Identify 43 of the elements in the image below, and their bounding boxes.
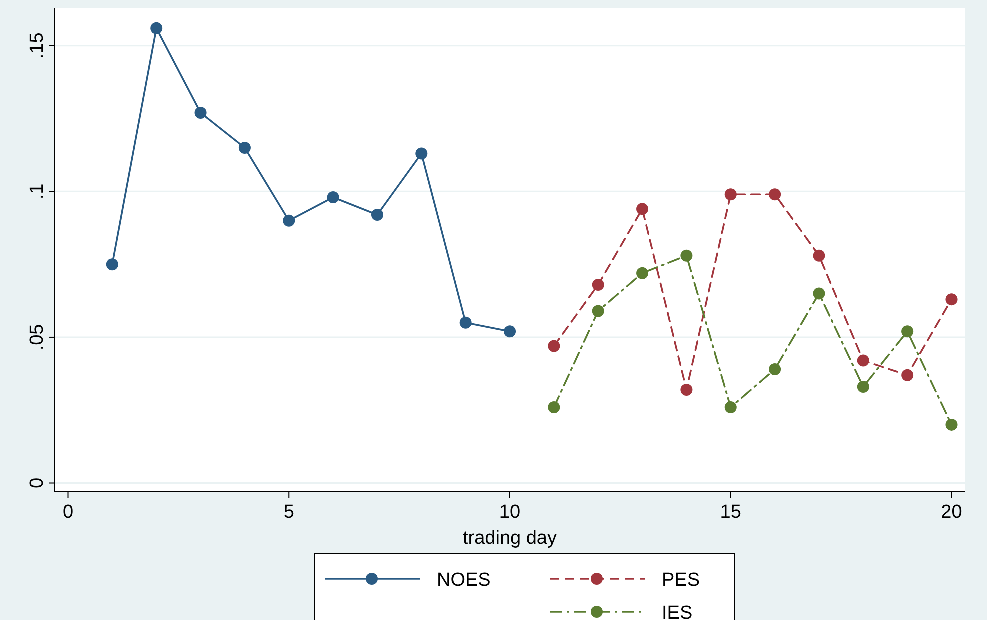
- point: [283, 214, 296, 227]
- point: [548, 340, 560, 352]
- point: [769, 364, 782, 376]
- x-tick-label: 15: [720, 502, 742, 523]
- point: [592, 305, 604, 318]
- point: [857, 354, 870, 367]
- point: [946, 418, 958, 431]
- point: [946, 294, 958, 306]
- legend-label: PES: [662, 570, 700, 591]
- point: [150, 22, 163, 34]
- point: [724, 401, 737, 414]
- point: [504, 326, 516, 338]
- point: [813, 288, 826, 300]
- point: [902, 326, 914, 338]
- x-tick-label: 5: [284, 502, 294, 523]
- point: [238, 142, 251, 154]
- point: [724, 188, 737, 201]
- point: [636, 203, 649, 216]
- point: [680, 250, 693, 262]
- point: [327, 192, 340, 204]
- point: [769, 188, 782, 201]
- point: [548, 401, 560, 414]
- legend-label: IES: [662, 603, 693, 620]
- point: [106, 258, 118, 271]
- y-tick-label: .1: [27, 184, 48, 200]
- x-tick-label: 10: [499, 502, 521, 523]
- x-tick-label: 20: [941, 502, 962, 523]
- y-tick-label: 0: [27, 478, 48, 489]
- legend-label: NOES: [437, 570, 491, 591]
- y-tick-label: .05: [27, 324, 48, 351]
- point: [680, 384, 693, 396]
- point: [857, 381, 870, 394]
- point: [194, 106, 207, 119]
- point: [636, 267, 649, 280]
- point: [902, 369, 914, 382]
- point: [416, 148, 428, 160]
- point: [813, 250, 826, 262]
- x-axis-title: trading day: [462, 528, 558, 549]
- point: [460, 316, 472, 329]
- x-tick-label: 0: [62, 502, 74, 523]
- point: [592, 278, 604, 291]
- y-tick-label: .15: [27, 32, 48, 60]
- point: [371, 209, 384, 222]
